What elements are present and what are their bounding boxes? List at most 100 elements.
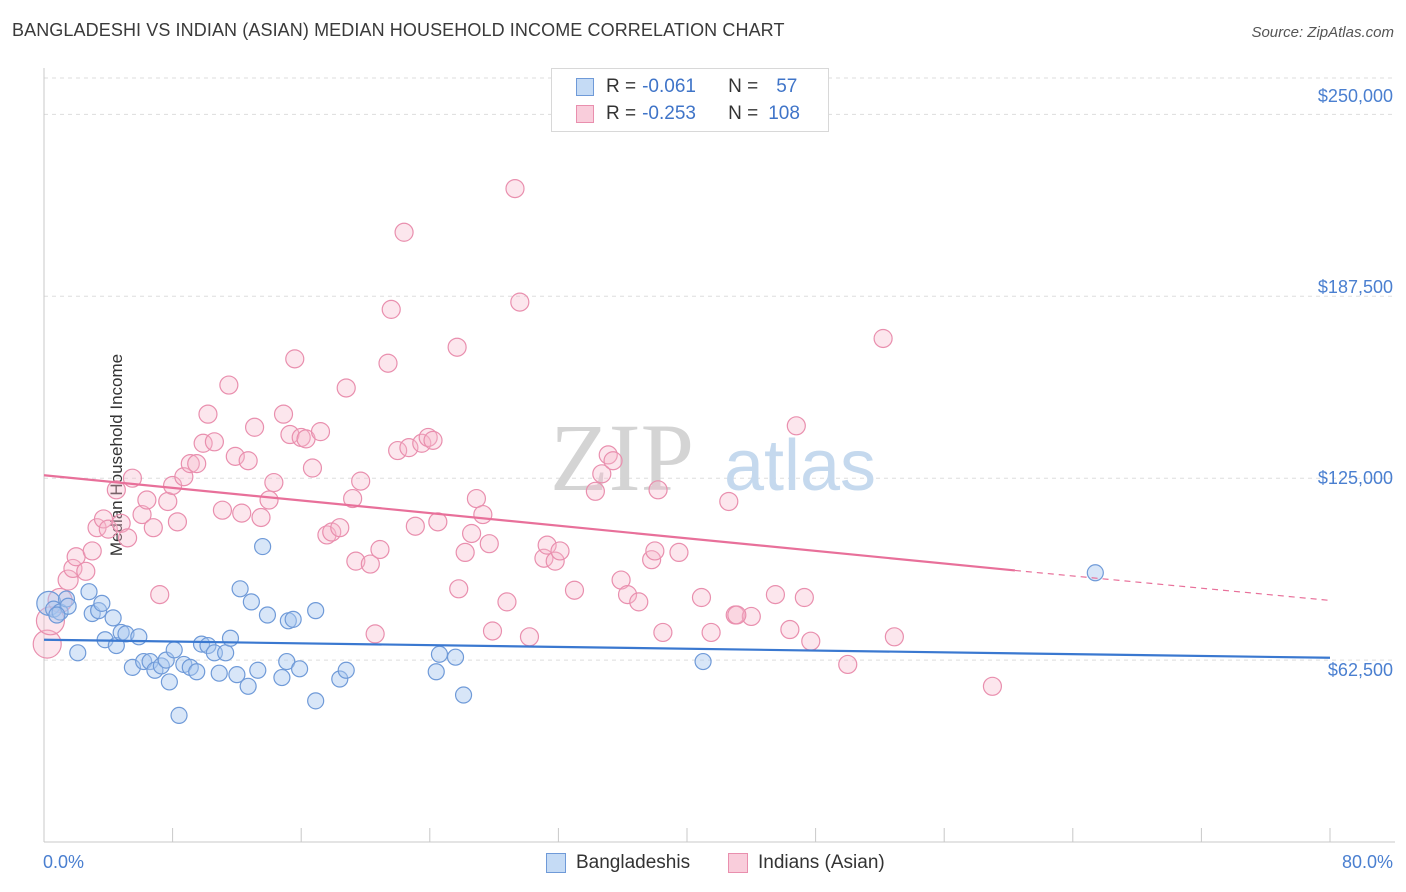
point-bangladeshi [331, 670, 349, 688]
point-indian [461, 523, 482, 544]
point-indian [360, 554, 380, 574]
point-indian [251, 507, 271, 528]
point-indian [741, 606, 761, 627]
bottom-legend-swatch-pink [728, 853, 748, 873]
point-bangladeshi [192, 635, 211, 653]
point-indian [143, 518, 163, 538]
y-tick-label-250000: $250,000 [1317, 86, 1393, 106]
point-bangladeshi [239, 677, 257, 695]
bottom-legend-bangladeshis: Bangladeshis [546, 852, 690, 874]
point-indian [106, 480, 126, 500]
watermark: ZIP atlas [550, 404, 876, 511]
point-indian [873, 328, 893, 349]
grid-lines [44, 77, 1395, 661]
legend-r-label: R = [606, 76, 637, 97]
point-indian [150, 585, 170, 605]
point-bangladeshi [165, 641, 183, 659]
source-label: Source: ZipAtlas.com [1251, 24, 1394, 41]
point-indian [473, 504, 493, 525]
point-indian [212, 500, 233, 520]
point-bangladeshi [135, 652, 153, 671]
point-indian [57, 569, 79, 591]
point-bangladeshi [278, 652, 296, 671]
point-indian [180, 454, 200, 474]
point-bangladeshi [217, 644, 235, 662]
point-indian [701, 622, 721, 643]
point-indian [786, 416, 806, 436]
watermark-atlas: atlas [724, 426, 876, 506]
point-indian [117, 528, 138, 548]
legend: R = -0.061 N = 57 R = -0.253 N = 108 [551, 68, 829, 132]
point-indian [346, 551, 366, 571]
legend-n-value: 57 [776, 76, 798, 97]
trend-lines [43, 474, 1331, 659]
point-indian [280, 424, 300, 445]
y-tick-label-62500: $62,500 [1327, 660, 1393, 680]
legend-n-label: N = [728, 76, 759, 97]
point-bangladeshi [454, 686, 473, 704]
point-indian [982, 676, 1003, 696]
point-indian [550, 541, 570, 561]
point-indian [564, 580, 585, 600]
point-bangladeshi [430, 645, 449, 663]
point-bangladeshi [48, 606, 66, 624]
point-indian [449, 579, 469, 599]
point-indian [423, 430, 443, 450]
x-tick-label-max: 80.0% [1341, 852, 1393, 872]
point-indian [545, 551, 565, 571]
legend-r-value: -0.253 [642, 103, 696, 124]
point-indian [838, 654, 858, 675]
point-bangladeshi [93, 594, 111, 612]
legend-swatch-pink [576, 105, 594, 123]
point-indian [653, 622, 673, 643]
point-indian [482, 621, 503, 641]
point-indian [198, 404, 218, 424]
trend-line-1 [43, 474, 1016, 572]
point-indian [388, 440, 408, 461]
point-indian [466, 488, 487, 509]
series-indians-points [32, 178, 1003, 696]
point-bangladeshi [337, 661, 355, 679]
axes [43, 68, 1395, 843]
point-indian [648, 480, 668, 500]
point-bangladeshi [307, 692, 325, 710]
point-indian [167, 512, 188, 532]
bottom-legend-label: Indians (Asian) [758, 852, 885, 873]
point-indian [780, 619, 800, 640]
point-indian [629, 592, 649, 612]
series-bangladeshis-points [36, 537, 1104, 724]
point-bangladeshi [59, 597, 77, 615]
point-indian [238, 451, 258, 471]
point-indian [76, 561, 96, 581]
point-bangladeshi [254, 537, 272, 556]
point-indian [273, 404, 294, 424]
point-indian [351, 471, 371, 491]
point-bangladeshi [104, 609, 122, 627]
point-bangladeshi [446, 648, 465, 666]
point-bangladeshi [221, 629, 240, 647]
point-indian [399, 438, 419, 458]
point-indian [259, 490, 279, 510]
point-bangladeshi [1086, 564, 1104, 582]
point-indian [801, 631, 821, 651]
point-indian [132, 504, 152, 525]
point-indian [302, 458, 323, 478]
point-indian [365, 624, 385, 644]
point-indian [691, 587, 712, 608]
bottom-legend-label: Bangladeshis [576, 852, 691, 873]
point-indian [343, 488, 363, 509]
point-bangladeshi [284, 610, 302, 628]
legend-r-label: R = [606, 103, 637, 124]
point-indian [592, 464, 612, 484]
point-bangladeshi [258, 606, 277, 624]
point-bangladeshi [80, 583, 98, 601]
point-indian [405, 516, 425, 536]
point-bangladeshi [160, 673, 178, 691]
trend-line-extension-1 [1014, 569, 1331, 602]
point-indian [479, 534, 499, 554]
point-indian [505, 178, 525, 199]
point-indian [378, 353, 398, 373]
point-bangladeshi [290, 660, 309, 678]
point-indian [187, 454, 207, 474]
point-indian [645, 541, 665, 561]
